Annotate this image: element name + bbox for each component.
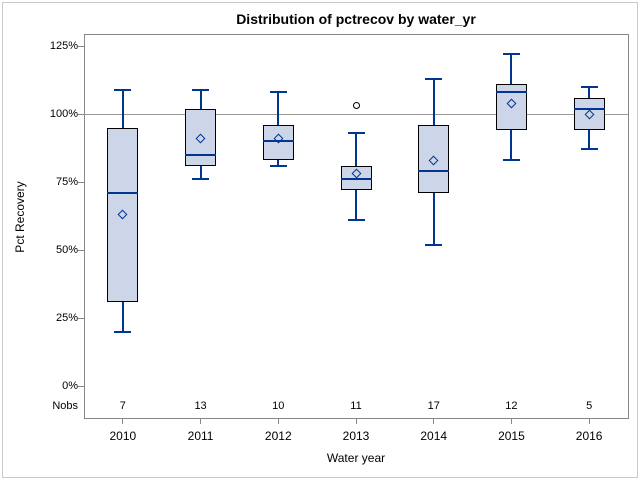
- nobs-value: 11: [350, 400, 362, 412]
- whisker-cap-bottom: [269, 164, 287, 167]
- x-tick-label: 2016: [575, 429, 603, 443]
- whisker-cap-top: [192, 88, 210, 91]
- x-axis-tick: [200, 419, 202, 424]
- chart-title: Distribution of pctrecov by water_yr: [236, 11, 476, 27]
- whisker-cap-top: [425, 77, 443, 80]
- whisker-cap-bottom: [580, 148, 598, 151]
- whisker-cap-bottom: [425, 243, 443, 246]
- whisker-cap-bottom: [347, 219, 365, 222]
- nobs-value: 7: [119, 400, 126, 412]
- whisker-cap-bottom: [192, 178, 210, 181]
- y-tick-label: 25%: [55, 312, 78, 324]
- x-tick-label: 2010: [109, 429, 137, 443]
- median-line: [418, 170, 450, 173]
- nobs-value: 13: [194, 400, 207, 412]
- y-axis-tick: [78, 385, 84, 387]
- median-line: [262, 140, 294, 143]
- y-tick-label: 50%: [55, 244, 78, 256]
- x-tick-label: 2012: [264, 429, 292, 443]
- median-line: [340, 178, 372, 181]
- y-axis-tick: [78, 45, 84, 47]
- median-line: [107, 191, 139, 194]
- whisker-cap-top: [502, 53, 520, 56]
- x-tick-label: 2015: [498, 429, 525, 443]
- whisker-cap-top: [347, 132, 365, 135]
- x-axis-tick: [122, 419, 124, 424]
- y-tick-label: 75%: [55, 176, 78, 188]
- median-line: [573, 107, 605, 110]
- iqr-box: [418, 124, 450, 193]
- x-tick-label: 2014: [420, 429, 448, 443]
- y-tick-label: 125%: [49, 40, 78, 52]
- iqr-box: [573, 97, 605, 131]
- y-tick-label: 0%: [62, 380, 78, 392]
- y-axis-title: Pct Recovery: [13, 181, 27, 253]
- nobs-value: 17: [427, 400, 440, 412]
- y-axis-tick: [78, 249, 84, 251]
- whisker-cap-top: [269, 91, 287, 94]
- y-tick-label: 100%: [49, 108, 78, 120]
- x-axis-tick: [355, 419, 357, 424]
- whisker-cap-bottom: [502, 159, 520, 162]
- outlier-point: [352, 102, 360, 110]
- x-tick-label: 2013: [342, 429, 370, 443]
- whisker-cap-top: [114, 88, 132, 91]
- whisker-cap-top: [580, 85, 598, 88]
- nobs-value: 12: [505, 400, 518, 412]
- nobs-row-label: Nobs: [52, 400, 78, 412]
- x-axis-title: Water year: [326, 451, 386, 465]
- y-axis-tick: [78, 317, 84, 319]
- iqr-box: [107, 127, 139, 302]
- median-line: [185, 153, 217, 156]
- reference-line: [84, 114, 628, 115]
- iqr-box: [262, 124, 294, 161]
- plot-frame: [84, 34, 629, 419]
- y-axis-tick: [78, 181, 84, 183]
- nobs-value: 5: [586, 400, 593, 412]
- x-axis-tick: [588, 419, 590, 424]
- iqr-box: [340, 165, 372, 191]
- x-tick-label: 2011: [187, 429, 214, 443]
- whisker-cap-bottom: [114, 330, 132, 333]
- x-axis-tick: [433, 419, 435, 424]
- nobs-value: 10: [272, 400, 285, 412]
- median-line: [495, 91, 527, 94]
- iqr-box: [185, 108, 217, 166]
- y-axis-tick: [78, 113, 84, 115]
- x-axis-tick: [510, 419, 512, 424]
- x-axis-tick: [277, 419, 279, 424]
